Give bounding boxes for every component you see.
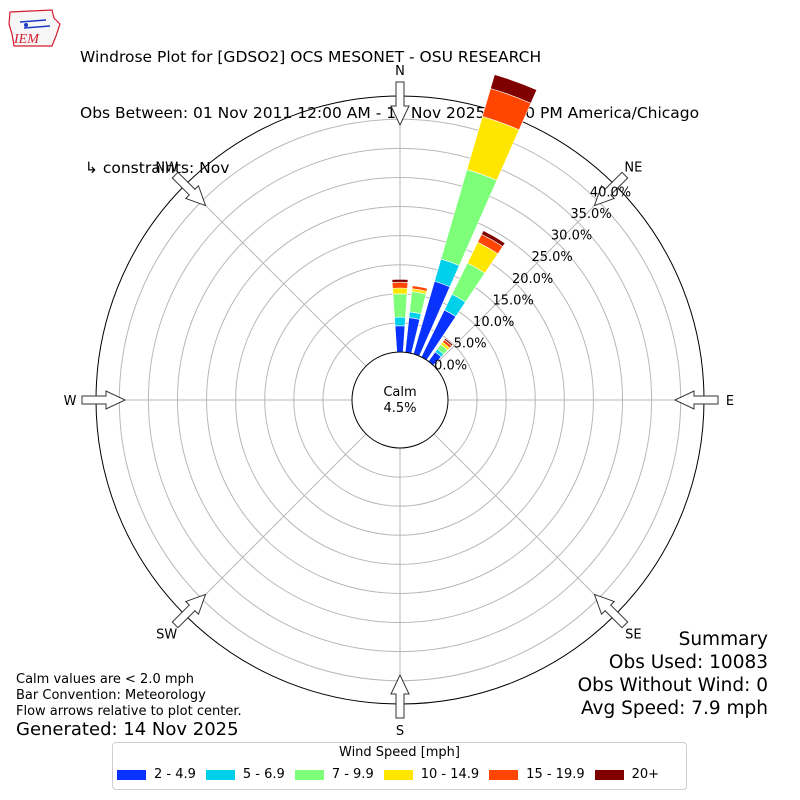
note-convention: Bar Convention: Meteorology bbox=[16, 688, 206, 703]
windrose-bar-segment bbox=[392, 293, 408, 318]
windrose-bar-segment bbox=[409, 291, 427, 315]
legend-label: 5 - 6.9 bbox=[242, 767, 285, 782]
arrow-shape bbox=[593, 593, 629, 629]
direction-arrow-icon bbox=[390, 673, 410, 719]
summary-obs-used: Obs Used: 10083 bbox=[608, 652, 768, 673]
windrose-bars bbox=[391, 74, 538, 366]
direction-arrow-icon bbox=[593, 171, 629, 207]
legend-item: 7 - 9.9 bbox=[294, 767, 374, 782]
iem-logo: IEM bbox=[8, 9, 61, 47]
direction-label: N bbox=[395, 64, 405, 79]
radial-tick-label: 15.0% bbox=[493, 293, 534, 308]
windrose-bar-segment bbox=[411, 285, 428, 292]
windrose-bar-segment bbox=[394, 325, 406, 353]
grid-spoke bbox=[184, 184, 367, 367]
summary-heading: Summary bbox=[678, 629, 768, 650]
radial-tick-label: 40.0% bbox=[590, 185, 631, 200]
windrose-bar-segment bbox=[391, 281, 409, 289]
legend-swatch bbox=[205, 769, 235, 780]
radial-tick-label: 10.0% bbox=[473, 315, 514, 330]
windrose-bar-segment bbox=[443, 337, 454, 347]
arrow-shape bbox=[593, 171, 629, 207]
calm-value: 4.5% bbox=[383, 401, 416, 416]
summary-obs-without-wind: Obs Without Wind: 0 bbox=[577, 675, 768, 696]
legend-swatch bbox=[594, 769, 624, 780]
legend-swatch bbox=[294, 769, 324, 780]
arrow-shape bbox=[673, 390, 719, 410]
radial-tick-label: 5.0% bbox=[454, 337, 487, 352]
radial-tick-label: 25.0% bbox=[531, 250, 572, 265]
legend-item: 20+ bbox=[594, 767, 660, 782]
legend-label: 15 - 19.9 bbox=[526, 767, 585, 782]
legend-items: 2 - 4.9 5 - 6.9 7 - 9.9 10 - 14.9 15 - 19.9 2… bbox=[117, 767, 669, 782]
direction-label: E bbox=[726, 394, 734, 409]
legend-item: 10 - 14.9 bbox=[383, 767, 480, 782]
arrow-shape bbox=[81, 390, 127, 410]
direction-arrow-icon bbox=[390, 81, 410, 127]
arrow-shape bbox=[171, 593, 207, 629]
windrose-bar-segment bbox=[392, 287, 408, 295]
grid-spoke bbox=[184, 433, 367, 616]
legend-item: 2 - 4.9 bbox=[117, 767, 196, 782]
summary-avg-speed: Avg Speed: 7.9 mph bbox=[580, 698, 768, 719]
direction-arrow-icon bbox=[81, 390, 127, 410]
radial-tick-label: 30.0% bbox=[551, 229, 592, 244]
grid-spoke bbox=[433, 433, 616, 616]
direction-arrows bbox=[81, 81, 719, 719]
legend-swatch bbox=[117, 769, 146, 780]
title-line-3: ↳ constraints: Nov bbox=[80, 159, 230, 177]
note-calm: Calm values are < 2.0 mph bbox=[16, 672, 195, 687]
legend-item: 5 - 6.9 bbox=[205, 767, 285, 782]
radial-tick-label: 0.0% bbox=[434, 358, 467, 373]
direction-label: SW bbox=[156, 627, 177, 642]
legend-swatch bbox=[489, 769, 519, 780]
direction-arrow-icon bbox=[673, 390, 719, 410]
radial-tick-label: 20.0% bbox=[512, 272, 553, 287]
legend-label: 20+ bbox=[631, 767, 660, 782]
calm-label: Calm bbox=[383, 385, 416, 400]
direction-label: NW bbox=[155, 161, 178, 176]
direction-arrow-icon bbox=[171, 171, 207, 207]
direction-arrow-icon bbox=[593, 593, 629, 629]
arrow-shape bbox=[390, 673, 410, 719]
legend-label: 2 - 4.9 bbox=[154, 767, 196, 782]
radial-tick-label: 35.0% bbox=[570, 207, 611, 222]
title-line-1: Windrose Plot for [GDSO2] OCS MESONET - … bbox=[80, 48, 542, 66]
legend-swatch bbox=[383, 769, 413, 780]
legend-item: 15 - 19.9 bbox=[489, 767, 585, 782]
generated-date: Generated: 14 Nov 2025 bbox=[16, 719, 239, 740]
grid-spoke bbox=[433, 184, 616, 367]
logo-text: IEM bbox=[13, 32, 40, 47]
legend-label: 10 - 14.9 bbox=[420, 767, 480, 782]
note-arrows: Flow arrows relative to plot center. bbox=[16, 704, 242, 719]
windrose-bar-segment bbox=[481, 230, 506, 247]
legend-title: Wind Speed [mph] bbox=[339, 745, 460, 760]
direction-label: NE bbox=[624, 161, 642, 176]
direction-label: SE bbox=[625, 627, 641, 642]
direction-arrow-icon bbox=[171, 593, 207, 629]
summary-box: Summary Obs Used: 10083 Obs Without Wind… bbox=[578, 628, 768, 720]
arrow-shape bbox=[390, 81, 410, 127]
radial-tick-labels: 0.0% 5.0% 10.0% 15.0% 20.0% 25.0% 30.0% 35.0% 40… bbox=[434, 185, 631, 373]
windrose-bar-segment bbox=[391, 278, 409, 283]
direction-label: S bbox=[396, 724, 404, 739]
direction-labels: N NE E SE S SW W NW bbox=[64, 64, 735, 739]
notes: Calm values are < 2.0 mph Bar Convention… bbox=[16, 672, 242, 720]
windrose-bar-segment bbox=[490, 74, 538, 104]
windrose-bar-segment bbox=[394, 316, 406, 327]
arrow-shape bbox=[171, 171, 207, 207]
calm-circle: Calm 4.5% bbox=[351, 351, 449, 449]
legend: Wind Speed [mph] 2 - 4.9 5 - 6.9 7 - 9.9 10… bbox=[112, 742, 687, 790]
legend-label: 7 - 9.9 bbox=[331, 767, 374, 782]
direction-label: W bbox=[64, 394, 77, 409]
